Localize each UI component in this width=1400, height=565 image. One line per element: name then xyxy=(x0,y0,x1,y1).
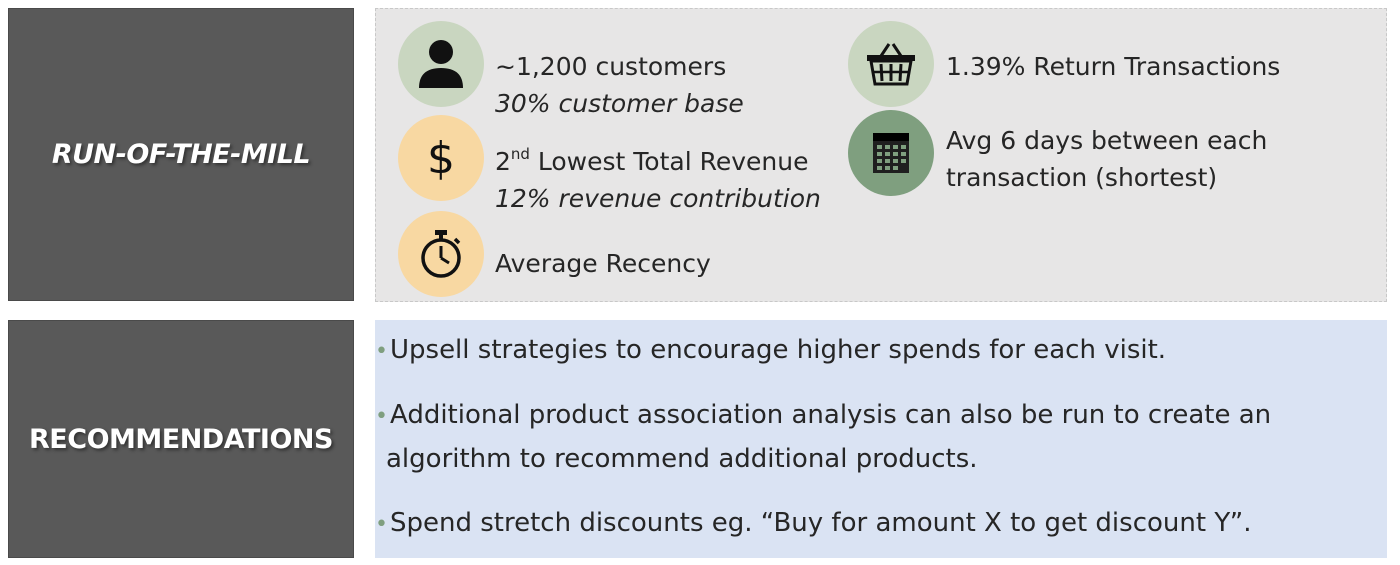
bullet-icon: • xyxy=(375,512,388,537)
customers-main: ~1,200 customers xyxy=(495,52,727,81)
recency-main: Average Recency xyxy=(495,249,711,278)
frequency-line1: Avg 6 days between each xyxy=(946,126,1268,155)
frequency-stat: Avg 6 days between each transaction (sho… xyxy=(946,122,1267,196)
revenue-main: 2nd Lowest Total Revenue xyxy=(495,145,809,177)
recommendations-label: RECOMMENDATIONS xyxy=(29,423,333,455)
returns-main: 1.39% Return Transactions xyxy=(946,52,1281,81)
dollar-icon: $ xyxy=(398,115,484,201)
basket-icon xyxy=(848,21,934,107)
stopwatch-icon xyxy=(398,211,484,297)
customers-sub: 30% customer base xyxy=(495,89,744,118)
recommendation-item: •Upsell strategies to encourage higher s… xyxy=(375,335,1167,365)
returns-stat: 1.39% Return Transactions xyxy=(946,48,1280,85)
recommendations-panel: •Upsell strategies to encourage higher s… xyxy=(375,320,1387,558)
stats-panel: ~1,200 customers 30% customer base $ 2nd… xyxy=(375,8,1387,302)
revenue-sub: 12% revenue contribution xyxy=(495,184,821,213)
customers-stat: ~1,200 customers 30% customer base xyxy=(495,48,744,122)
revenue-stat: 2nd Lowest Total Revenue 12% revenue con… xyxy=(495,143,821,217)
frequency-line2: transaction (shortest) xyxy=(946,163,1218,192)
recency-stat: Average Recency xyxy=(495,245,711,282)
recommendations-label-box: RECOMMENDATIONS xyxy=(8,320,354,558)
segment-label-box: RUN-OF-THE-MILL xyxy=(8,8,354,301)
bullet-icon: • xyxy=(375,404,388,429)
person-icon xyxy=(398,21,484,107)
recommendation-item: •Additional product association analysis… xyxy=(375,400,1272,474)
calendar-icon xyxy=(848,110,934,196)
bullet-icon: • xyxy=(375,339,388,364)
recommendation-item: •Spend stretch discounts eg. “Buy for am… xyxy=(375,508,1252,538)
segment-label: RUN-OF-THE-MILL xyxy=(51,139,311,170)
